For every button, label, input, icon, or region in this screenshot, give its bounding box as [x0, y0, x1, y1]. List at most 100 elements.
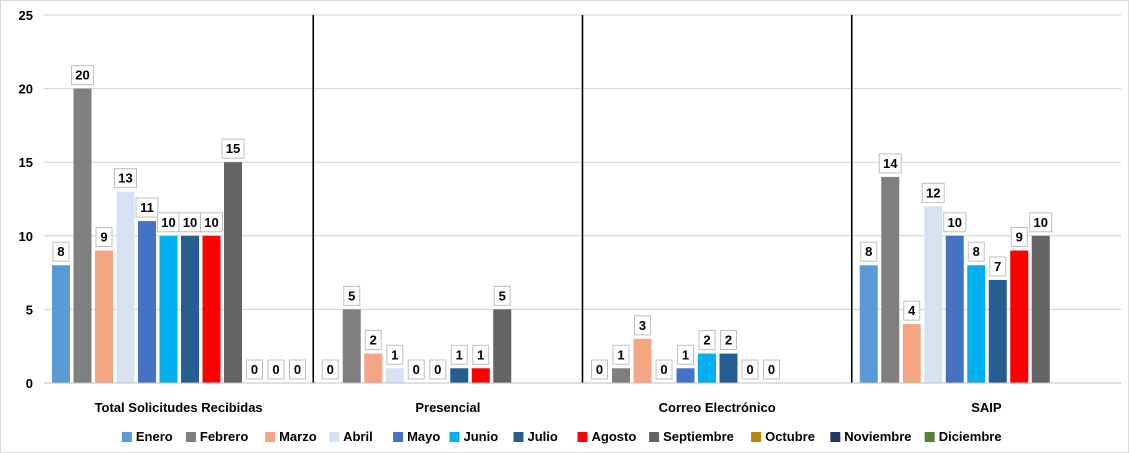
legend-label-octubre: Octubre	[765, 429, 815, 444]
data-label-box-febrero-total-solicitudes-recibidas	[71, 65, 94, 86]
data-label-box-mayo-correo-electronico	[677, 344, 694, 365]
bar-febrero-presencial	[342, 309, 361, 383]
data-label-abril-saip: 12	[926, 185, 940, 200]
x-category-label-correo-electronico: Correo Electrónico	[659, 400, 776, 415]
data-label-box-febrero-presencial	[343, 285, 361, 306]
data-label-box-febrero-saip	[878, 153, 902, 174]
data-label-box-marzo-saip	[903, 300, 921, 321]
data-label-box-diciembre-total-solicitudes-recibidas	[289, 359, 306, 380]
bar-marzo-saip	[902, 324, 921, 383]
bar-julio-saip	[988, 279, 1007, 383]
data-label-box-julio-presencial	[450, 344, 468, 365]
legend-label-mayo: Mayo	[407, 429, 440, 444]
legend-swatch-septiembre	[649, 432, 660, 442]
legend-label-junio: Junio	[464, 429, 499, 444]
data-label-junio-total-solicitudes-recibidas: 10	[161, 215, 175, 230]
data-label-enero-presencial: 0	[327, 362, 334, 377]
data-label-mayo-presencial: 0	[413, 362, 420, 377]
data-label-box-abril-presencial	[386, 344, 404, 365]
data-label-agosto-saip: 9	[1016, 230, 1023, 245]
data-label-febrero-correo-electronico: 1	[617, 347, 624, 362]
data-label-julio-presencial: 1	[456, 347, 463, 362]
data-label-box-mayo-total-solicitudes-recibidas	[135, 197, 159, 218]
bar-julio-total-solicitudes-recibidas	[181, 235, 199, 383]
data-label-septiembre-saip: 10	[1034, 215, 1048, 230]
data-label-febrero-presencial: 5	[348, 288, 355, 303]
bar-mayo-total-solicitudes-recibidas	[138, 221, 156, 383]
bar-junio-total-solicitudes-recibidas	[159, 235, 178, 383]
legend-swatch-octubre	[751, 432, 762, 442]
bar-febrero-total-solicitudes-recibidas	[73, 88, 92, 383]
data-label-box-agosto-presencial	[472, 344, 490, 365]
legend-swatch-junio	[449, 432, 460, 442]
data-label-diciembre-total-solicitudes-recibidas: 0	[294, 362, 301, 377]
data-label-septiembre-total-solicitudes-recibidas: 15	[226, 141, 240, 156]
legend-swatch-abril	[329, 432, 340, 442]
data-label-box-agosto-correo-electronico	[741, 359, 759, 380]
data-label-noviembre-total-solicitudes-recibidas: 0	[272, 362, 279, 377]
y-tick-label-0: 0	[26, 376, 33, 391]
data-label-febrero-total-solicitudes-recibidas: 20	[75, 68, 89, 83]
data-label-junio-correo-electronico: 2	[703, 333, 710, 348]
bar-marzo-presencial	[364, 353, 383, 383]
bar-mayo-correo-electronico	[676, 368, 695, 383]
data-label-septiembre-correo-electronico: 0	[768, 362, 775, 377]
data-label-box-julio-correo-electronico	[720, 330, 737, 351]
data-label-enero-total-solicitudes-recibidas: 8	[57, 244, 64, 259]
data-label-marzo-correo-electronico: 3	[639, 318, 646, 333]
bar-enero-saip	[859, 265, 878, 383]
legend-swatch-marzo	[265, 432, 276, 442]
data-label-box-marzo-correo-electronico	[634, 315, 651, 336]
data-label-agosto-correo-electronico: 0	[746, 362, 753, 377]
bar-septiembre-saip	[1031, 235, 1050, 383]
legend-swatch-agosto	[577, 432, 588, 442]
data-label-junio-saip: 8	[973, 244, 980, 259]
data-label-box-junio-saip	[967, 241, 985, 262]
bar-agosto-presencial	[471, 368, 490, 383]
legend-swatch-diciembre	[924, 432, 935, 442]
data-label-septiembre-presencial: 5	[499, 288, 506, 303]
legend-label-noviembre: Noviembre	[844, 429, 911, 444]
bar-julio-presencial	[450, 368, 469, 383]
data-label-box-febrero-correo-electronico	[612, 344, 630, 365]
data-label-box-abril-total-solicitudes-recibidas	[114, 168, 137, 189]
data-label-abril-correo-electronico: 0	[660, 362, 667, 377]
data-label-julio-saip: 7	[994, 259, 1001, 274]
bar-febrero-saip	[881, 176, 900, 383]
legend-label-abril: Abril	[343, 429, 373, 444]
data-label-marzo-total-solicitudes-recibidas: 9	[100, 230, 107, 245]
data-label-box-junio-presencial	[429, 359, 447, 380]
y-tick-label-15: 15	[19, 155, 33, 170]
data-label-box-septiembre-saip	[1029, 212, 1053, 233]
data-label-box-septiembre-total-solicitudes-recibidas	[221, 138, 245, 159]
data-label-box-mayo-saip	[943, 212, 967, 233]
data-label-box-noviembre-total-solicitudes-recibidas	[267, 359, 285, 380]
bar-junio-correo-electronico	[698, 353, 716, 383]
legend: Enero Febrero Marzo Abril Mayo Junio Julio Agos…	[121, 429, 1002, 444]
data-label-octubre-total-solicitudes-recibidas: 0	[251, 362, 258, 377]
bar-julio-correo-electronico	[719, 353, 738, 383]
bar-abril-presencial	[385, 368, 404, 383]
legend-label-febrero: Febrero	[200, 429, 248, 444]
data-label-box-junio-correo-electronico	[698, 330, 716, 351]
bar-abril-total-solicitudes-recibidas	[116, 191, 135, 383]
x-category-label-total-solicitudes-recibidas: Total Solicitudes Recibidas	[95, 400, 263, 415]
legend-swatch-mayo	[393, 432, 404, 442]
data-label-mayo-correo-electronico: 1	[682, 347, 689, 362]
data-label-marzo-saip: 4	[908, 303, 916, 318]
bar-mayo-saip	[945, 235, 964, 383]
data-label-abril-presencial: 1	[391, 347, 398, 362]
x-category-label-saip: SAIP	[971, 400, 1002, 415]
bars	[52, 88, 1050, 383]
data-label-febrero-saip: 14	[883, 156, 898, 171]
y-tick-label-25: 25	[19, 8, 33, 23]
data-label-marzo-presencial: 2	[370, 333, 377, 348]
data-label-mayo-total-solicitudes-recibidas: 11	[140, 200, 154, 215]
data-label-julio-total-solicitudes-recibidas: 10	[183, 215, 197, 230]
data-label-box-enero-correo-electronico	[591, 359, 608, 380]
legend-label-septiembre: Septiembre	[663, 429, 734, 444]
